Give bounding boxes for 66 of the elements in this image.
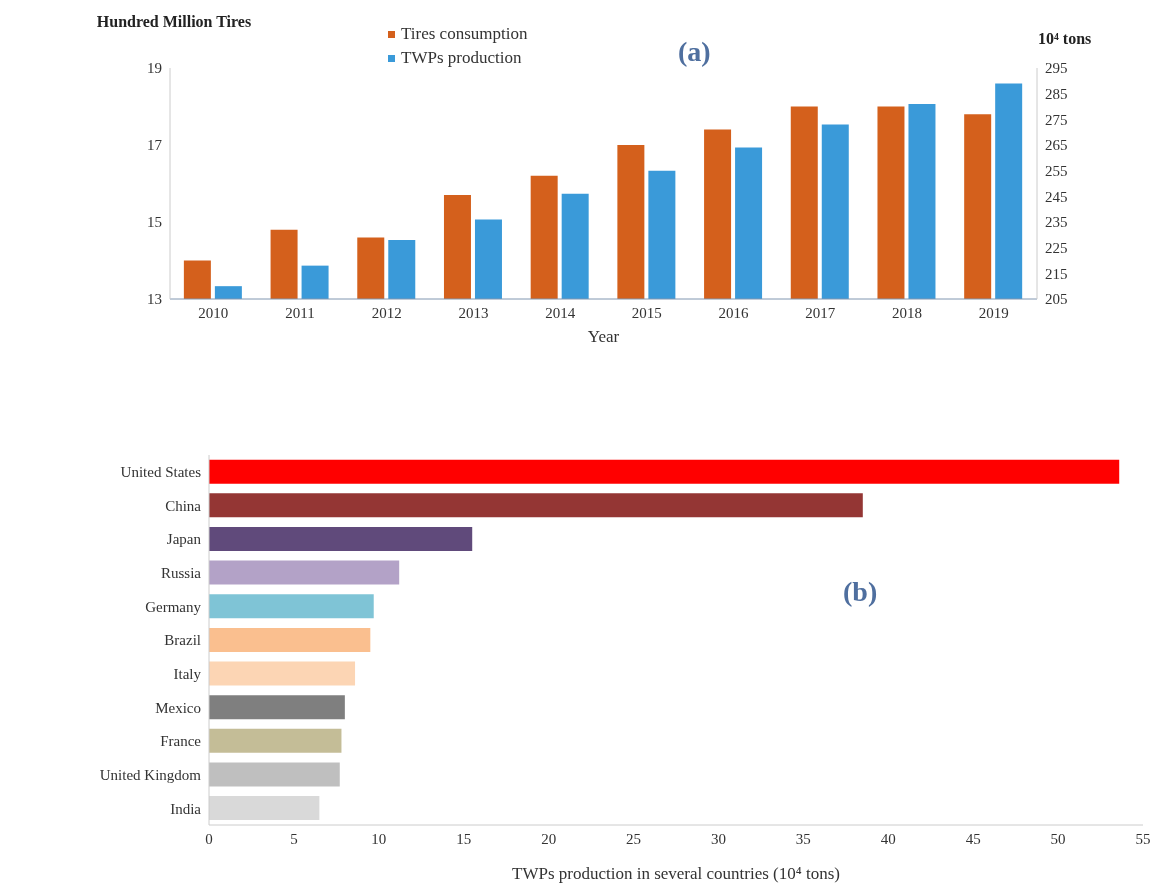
x-tick-label: 2013 <box>458 304 489 321</box>
y-axis-title: Hundred Million Tires <box>95 12 253 31</box>
x-tick-label: 25 <box>626 830 642 847</box>
x-tick-label: 0 <box>205 830 213 847</box>
x-tick-label: 2011 <box>285 304 315 321</box>
y-tick-label: Italy <box>173 665 202 682</box>
x-tick-label: 55 <box>1135 830 1151 847</box>
y2-axis-title: 10⁴ tons <box>1038 30 1092 48</box>
bar <box>209 594 374 619</box>
y-tick-label: Russia <box>160 565 202 582</box>
bar <box>209 796 320 821</box>
text: (a) <box>678 36 711 68</box>
x-tick-label: 40 <box>880 830 896 847</box>
y-tick-label: 15 <box>147 214 162 231</box>
annotation: (b) <box>843 576 878 608</box>
y2-tick-label: 225 <box>1045 239 1068 256</box>
x-tick-label: 2015 <box>631 304 662 321</box>
x-tick-label: 2010 <box>198 304 229 321</box>
y-tick-label: Japan <box>166 531 202 548</box>
bar <box>209 459 1120 484</box>
y2-tick-label: 245 <box>1045 188 1068 205</box>
x-tick-label: 10 <box>371 830 387 847</box>
bar <box>209 560 400 585</box>
y2-tick-label: 295 <box>1045 60 1068 77</box>
y-tick-label: United Kingdom <box>99 766 202 783</box>
y-tick-label: 13 <box>147 291 162 308</box>
y-tick-label: 19 <box>147 60 162 77</box>
y-tick-label: Brazil <box>164 632 201 649</box>
y-tick-label: United States <box>120 464 202 481</box>
x-tick-label: 15 <box>456 830 472 847</box>
bar <box>209 526 473 551</box>
y2-tick-label: 265 <box>1045 137 1068 154</box>
y-tick-label: Germany <box>145 598 202 615</box>
y-tick-label: China <box>165 497 202 514</box>
x-tick-label: 2016 <box>718 304 750 321</box>
y2-tick-label: 215 <box>1045 265 1068 282</box>
legend-label: Tires consumption <box>401 23 528 45</box>
legend-label: TWPs production <box>401 47 522 69</box>
x-tick-label: 2012 <box>371 304 402 321</box>
x-tick-label: 45 <box>965 830 981 847</box>
x-tick-label: 20 <box>541 830 557 847</box>
y2-tick-label: 205 <box>1045 291 1068 308</box>
y2-tick-label: 235 <box>1045 214 1068 231</box>
bar <box>209 695 345 720</box>
y-tick-label: India <box>170 800 202 817</box>
x-tick-label: 50 <box>1050 830 1066 847</box>
y-tick-label: France <box>160 733 202 750</box>
x-tick-label: 35 <box>795 830 811 847</box>
bar <box>209 661 356 686</box>
x-axis-title: Year <box>587 327 620 346</box>
y-tick-label: 17 <box>147 137 163 154</box>
x-tick-label: 2019 <box>978 304 1009 321</box>
y-tick-label: Mexico <box>155 699 201 716</box>
x-tick-label: 5 <box>290 830 298 847</box>
bar <box>209 762 340 787</box>
x-tick-label: 2018 <box>891 304 922 321</box>
y2-tick-label: 255 <box>1045 162 1068 179</box>
y2-tick-label: 285 <box>1045 85 1068 102</box>
y2-tick-label: 275 <box>1045 111 1068 128</box>
x-axis-title: TWPs production in several countries (10⁴ tons) <box>512 864 840 883</box>
bar <box>209 728 342 753</box>
x-tick-label: 30 <box>710 830 726 847</box>
x-tick-label: 2017 <box>805 304 836 321</box>
bar <box>209 627 371 652</box>
x-tick-label: 2014 <box>545 304 576 321</box>
bar <box>209 493 863 518</box>
